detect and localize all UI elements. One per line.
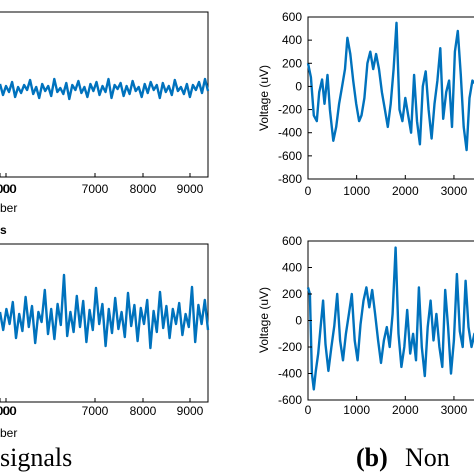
y-tick-label: 400	[282, 261, 302, 275]
x-axis-label: ber	[0, 426, 17, 440]
series-line	[306, 21, 474, 152]
caption-right-label: (b)	[356, 443, 388, 472]
caption-left: signals	[0, 443, 72, 472]
x-tick-label: 0	[305, 403, 312, 417]
series-line	[0, 273, 210, 350]
y-tick-label: 600	[282, 10, 302, 24]
y-tick-label: 0	[295, 314, 302, 328]
x-tick-label: 8000	[130, 404, 157, 418]
x-tick-label: 1000	[343, 403, 370, 417]
y-tick-labels: 600 400 200 0 -200 -400 -600 -800	[278, 10, 312, 186]
y-tick-label: -800	[278, 172, 302, 186]
x-tick-label: 7000	[82, 404, 109, 418]
y-tick-label: -400	[278, 126, 302, 140]
y-axis-label: Voltage (uV)	[257, 287, 271, 353]
x-tick-label: 8000	[130, 182, 157, 196]
y-tick-label: -200	[278, 340, 302, 354]
y-tick-label: 200	[282, 287, 302, 301]
y-tick-label: -600	[278, 149, 302, 163]
y-tick-label: 0	[295, 79, 302, 93]
plot-frame	[307, 16, 474, 180]
x-tick-labels: 000 7000 8000 9000 10000	[0, 398, 204, 418]
panel-top-left: 000 7000 8000 9000 10000 ber	[0, 11, 210, 215]
x-tick-label: 000	[0, 182, 16, 196]
x-tick-label: 2000	[392, 184, 419, 198]
panel-top-right: 0 1000 2000 3000 6004002000-200-400-600-800…	[257, 10, 474, 198]
y-tick-label: 600	[282, 234, 302, 248]
x-tick-label: 9000	[177, 182, 204, 196]
x-axis-label: ber	[0, 201, 17, 215]
x-tick-label: 9000	[177, 404, 204, 418]
y-tick-label: -600	[278, 393, 302, 407]
x-tick-label: 2000	[392, 403, 419, 417]
x-tick-labels: 000 7000 8000 9000 10000	[0, 173, 204, 196]
x-tick-label: 3000	[441, 403, 468, 417]
caption-right-text: Non	[405, 443, 450, 472]
y-tick-label: 200	[282, 56, 302, 70]
panel-bottom-left: 000 7000 8000 9000 10000 ber	[0, 243, 210, 440]
series-line	[0, 77, 210, 101]
y-tick-label: -400	[278, 367, 302, 381]
plot-frame	[0, 11, 209, 178]
x-tick-label: 0	[305, 184, 312, 198]
x-tick-labels: 0 1000 2000 3000	[305, 396, 468, 417]
y-tick-label: 400	[282, 33, 302, 47]
x-tick-label: 000	[0, 404, 16, 418]
panel-title-fragment: s	[0, 223, 7, 237]
y-tick-label: -200	[278, 103, 302, 117]
x-tick-label: 1000	[343, 184, 370, 198]
x-tick-label: 10000	[0, 404, 17, 418]
x-tick-label: 10000	[0, 182, 17, 196]
y-axis-label: Voltage (uV)	[257, 65, 271, 131]
x-tick-label: 3000	[441, 184, 468, 198]
y-tick-labels: 600 400 200 0 -200 -400 -600	[278, 234, 312, 407]
x-tick-labels: 0 1000 2000 3000	[305, 175, 468, 198]
series-line	[306, 246, 474, 391]
x-tick-label: 7000	[82, 182, 109, 196]
